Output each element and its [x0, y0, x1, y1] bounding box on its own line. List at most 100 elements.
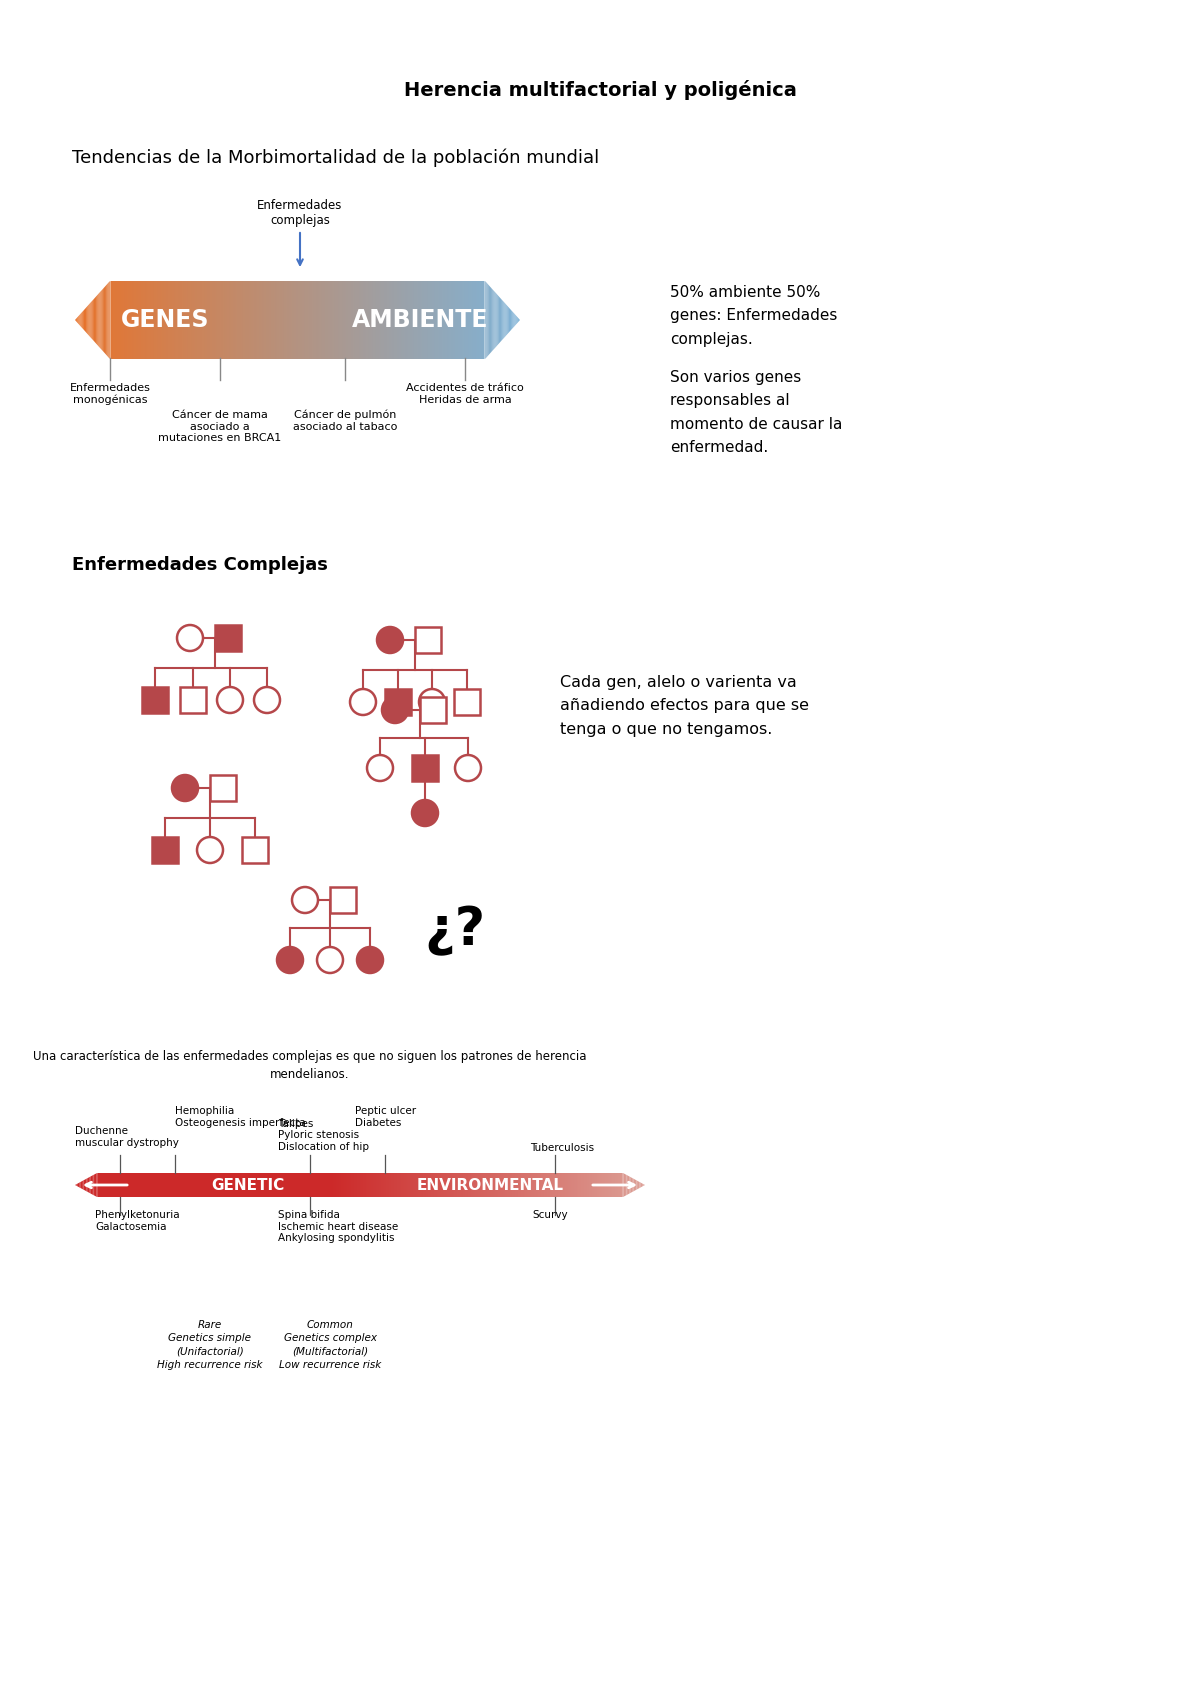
Polygon shape — [524, 1173, 526, 1196]
Polygon shape — [629, 1176, 631, 1193]
Polygon shape — [632, 1178, 634, 1191]
Polygon shape — [259, 1173, 260, 1196]
Polygon shape — [366, 1173, 367, 1196]
Bar — [180, 687, 206, 713]
Text: Cáncer de mama
asociado a
mutaciones en BRCA1: Cáncer de mama asociado a mutaciones en … — [158, 411, 282, 443]
Text: Tuberculosis: Tuberculosis — [530, 1144, 594, 1152]
Text: Tendencias de la Morbimortalidad de la población mundial: Tendencias de la Morbimortalidad de la p… — [72, 149, 599, 168]
Polygon shape — [338, 1173, 340, 1196]
Polygon shape — [312, 1173, 313, 1196]
Polygon shape — [464, 1173, 466, 1196]
Polygon shape — [365, 1173, 366, 1196]
Polygon shape — [547, 1173, 548, 1196]
Polygon shape — [281, 1173, 282, 1196]
Polygon shape — [593, 1173, 594, 1196]
Polygon shape — [320, 1173, 322, 1196]
Polygon shape — [484, 1173, 486, 1196]
Circle shape — [254, 687, 280, 713]
Polygon shape — [361, 1173, 362, 1196]
Polygon shape — [118, 1173, 119, 1196]
Polygon shape — [533, 1173, 534, 1196]
Circle shape — [412, 799, 438, 826]
Polygon shape — [331, 1173, 332, 1196]
Polygon shape — [394, 1173, 396, 1196]
Polygon shape — [487, 1173, 488, 1196]
Polygon shape — [146, 1173, 148, 1196]
Polygon shape — [342, 1173, 343, 1196]
Polygon shape — [613, 1173, 616, 1196]
Polygon shape — [216, 1173, 217, 1196]
Polygon shape — [191, 1173, 192, 1196]
Polygon shape — [625, 1174, 626, 1196]
Polygon shape — [316, 1173, 317, 1196]
Polygon shape — [299, 1173, 300, 1196]
Polygon shape — [594, 1173, 595, 1196]
Polygon shape — [548, 1173, 550, 1196]
Polygon shape — [359, 1173, 360, 1196]
Text: Hemophilia
Osteogenesis imperfecta: Hemophilia Osteogenesis imperfecta — [175, 1106, 306, 1129]
Polygon shape — [606, 1173, 608, 1196]
Polygon shape — [612, 1173, 613, 1196]
Polygon shape — [479, 1173, 480, 1196]
Polygon shape — [414, 1173, 415, 1196]
Polygon shape — [290, 1173, 292, 1196]
Polygon shape — [277, 1173, 278, 1196]
Polygon shape — [563, 1173, 564, 1196]
Text: Cáncer de pulmón
asociado al tabaco: Cáncer de pulmón asociado al tabaco — [293, 411, 397, 433]
Polygon shape — [149, 1173, 150, 1196]
Bar — [142, 687, 168, 713]
Text: Common
Genetics complex
(Multifactorial)
Low recurrence risk: Common Genetics complex (Multifactorial)… — [278, 1320, 382, 1369]
Polygon shape — [77, 1183, 78, 1186]
Polygon shape — [636, 1181, 638, 1190]
Polygon shape — [587, 1173, 588, 1196]
Polygon shape — [224, 1173, 226, 1196]
Polygon shape — [120, 1173, 122, 1196]
Polygon shape — [102, 1173, 103, 1196]
Polygon shape — [270, 1173, 271, 1196]
Polygon shape — [114, 1173, 115, 1196]
Polygon shape — [611, 1173, 612, 1196]
Polygon shape — [336, 1173, 337, 1196]
Polygon shape — [142, 1173, 144, 1196]
Polygon shape — [610, 1173, 611, 1196]
Polygon shape — [289, 1173, 290, 1196]
Polygon shape — [367, 1173, 368, 1196]
Polygon shape — [152, 1173, 154, 1196]
Text: ENVIRONMENTAL: ENVIRONMENTAL — [416, 1178, 564, 1193]
Text: Enfermedades
monogénicas: Enfermedades monogénicas — [70, 384, 150, 406]
Polygon shape — [616, 1173, 617, 1196]
Polygon shape — [247, 1173, 248, 1196]
Polygon shape — [109, 1173, 110, 1196]
Polygon shape — [406, 1173, 407, 1196]
Text: Herencia multifactorial y poligénica: Herencia multifactorial y poligénica — [403, 80, 797, 100]
Polygon shape — [239, 1173, 240, 1196]
Polygon shape — [307, 1173, 308, 1196]
Polygon shape — [534, 1173, 535, 1196]
Polygon shape — [84, 1179, 85, 1190]
Polygon shape — [492, 1173, 494, 1196]
Bar — [420, 697, 446, 723]
Polygon shape — [264, 1173, 266, 1196]
Polygon shape — [226, 1173, 228, 1196]
Polygon shape — [161, 1173, 162, 1196]
Polygon shape — [263, 1173, 264, 1196]
Bar — [415, 626, 442, 653]
Polygon shape — [173, 1173, 175, 1196]
Polygon shape — [604, 1173, 605, 1196]
Polygon shape — [140, 1173, 142, 1196]
Polygon shape — [497, 1173, 498, 1196]
Polygon shape — [241, 1173, 244, 1196]
Polygon shape — [558, 1173, 559, 1196]
Polygon shape — [602, 1173, 604, 1196]
Polygon shape — [436, 1173, 437, 1196]
Polygon shape — [169, 1173, 170, 1196]
Polygon shape — [440, 1173, 442, 1196]
Polygon shape — [157, 1173, 160, 1196]
Polygon shape — [490, 1173, 491, 1196]
Polygon shape — [138, 1173, 139, 1196]
Polygon shape — [552, 1173, 553, 1196]
Polygon shape — [617, 1173, 618, 1196]
Polygon shape — [199, 1173, 200, 1196]
Polygon shape — [222, 1173, 223, 1196]
Bar — [210, 776, 236, 801]
